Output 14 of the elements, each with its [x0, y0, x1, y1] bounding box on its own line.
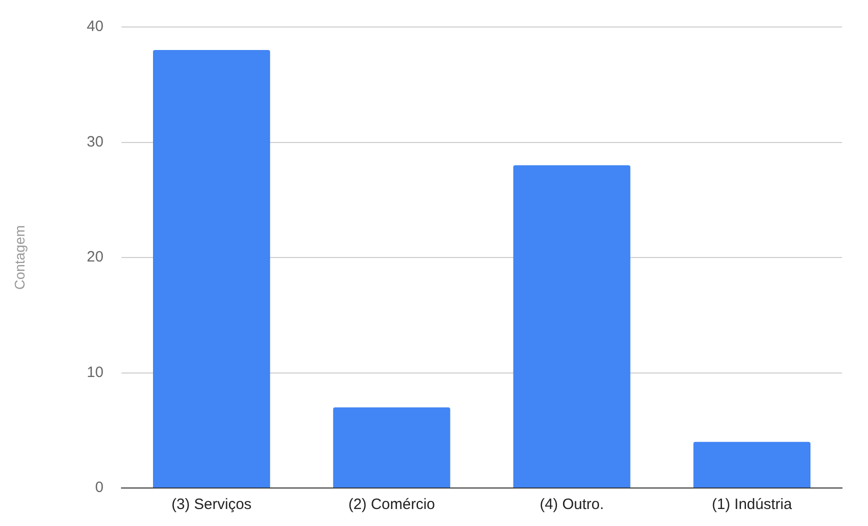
y-tick-label: 40 — [86, 18, 104, 36]
y-tick-label: 20 — [86, 248, 104, 266]
x-tick-label: (1) Indústria — [712, 496, 793, 514]
bar — [693, 442, 810, 488]
x-tick-label: (2) Comércio — [348, 496, 436, 514]
x-tick-label: (3) Serviços — [172, 496, 252, 514]
bar — [333, 407, 450, 488]
bar — [513, 165, 630, 488]
y-axis-title: Contagem — [11, 225, 28, 290]
x-tick-label: (4) Outro. — [540, 496, 604, 514]
y-tick-label: 0 — [95, 479, 104, 496]
y-tick-label: 10 — [86, 364, 104, 381]
bar — [153, 50, 270, 488]
y-tick-label: 30 — [86, 133, 104, 150]
